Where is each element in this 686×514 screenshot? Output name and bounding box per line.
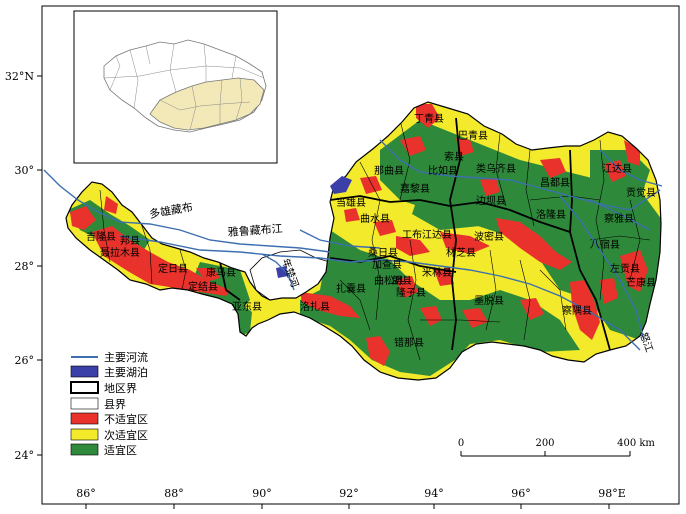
label-yadong: 亚东县 (232, 300, 262, 313)
river-nianchu (261, 253, 295, 291)
scale-label-200: 200 (535, 438, 554, 449)
label-bomi: 波密县 (474, 230, 504, 243)
lon-label-94: 94° (424, 487, 444, 500)
river-east2 (589, 199, 651, 231)
legend: 主要河流 主要湖泊 地区界 县界 不适宜区 次适宜区 适宜区 (70, 350, 148, 457)
label-basu: 巴青县 (458, 129, 488, 142)
label-dingri: 定日县 (158, 262, 188, 275)
label-bangxian: 邦县 (120, 234, 140, 247)
county-boundaries (99, 119, 651, 361)
scale-bar (460, 451, 631, 457)
label-langxian: 朗县 (392, 275, 412, 287)
label-nielamu: 聂拉木县 (100, 246, 140, 259)
scale-label-0: 0 (458, 438, 464, 449)
district-boundaries (219, 117, 611, 351)
legend-subsuitable-label: 次适宜区 (104, 428, 148, 442)
legend-subsuitable-swatch (70, 428, 99, 441)
label-bianba: 边坝县 (476, 195, 506, 207)
inset-map (73, 10, 278, 164)
label-longzi: 隆子县 (396, 286, 426, 299)
river-duoxiong (43, 169, 331, 253)
label-linzhi: 林芝县 (446, 246, 476, 259)
river-north (379, 139, 661, 211)
lake-small (276, 266, 288, 278)
lon-label-88: 88° (164, 487, 184, 500)
label-biru: 比如县 (428, 164, 458, 177)
lat-label-30: 30° (15, 164, 35, 177)
lon-label-96: 96° (511, 487, 531, 500)
label-nierong: 那曲县 (374, 165, 404, 177)
lat-label-24: 24° (15, 449, 35, 462)
label-jiacha: 加查县 (372, 258, 402, 271)
label-jiali: 嘉黎县 (400, 182, 430, 195)
label-chayu: 察隅县 (562, 304, 592, 317)
lon-label-90: 90° (252, 487, 272, 500)
inset-study-area (149, 77, 265, 131)
legend-suitable-label: 适宜区 (104, 443, 137, 457)
label-gongjue: 贡觉县 (626, 187, 656, 199)
label-gongbujiangda: 工布江达县 (402, 229, 452, 241)
rivers (43, 139, 663, 351)
label-zhanang: 扎囊县 (336, 282, 366, 295)
label-changdu: 昌都县 (540, 177, 570, 189)
label-qushui: 曲水县 (360, 213, 390, 225)
legend-county-label: 县界 (104, 398, 126, 411)
unsuitable-zones (70, 104, 648, 366)
study-region (65, 101, 662, 381)
inset-internal-lines (103, 43, 265, 131)
label-jilong: 吉隆县 (86, 230, 116, 243)
label-qusong: 曲松县 (374, 274, 404, 287)
legend-lake-swatch (70, 365, 99, 378)
river-nujiang (559, 195, 645, 341)
label-dangxiong: 当雄县 (336, 196, 366, 209)
lat-label-28: 28° (15, 260, 35, 273)
scale-label-400: 400 km (617, 438, 655, 449)
lon-label-86: 86° (76, 487, 96, 500)
river-east1 (599, 149, 663, 187)
label-milin: 米林县 (422, 266, 452, 279)
label-leiwuqi: 类乌齐县 (476, 162, 516, 175)
label-jiangda: 江达县 (602, 163, 632, 175)
label-zuogong: 左贡县 (610, 262, 640, 275)
legend-district-swatch (70, 381, 99, 394)
legend-unsuitable-swatch (70, 412, 99, 425)
legend-county-swatch (70, 397, 99, 410)
lon-label-92: 92° (339, 487, 359, 500)
legend-river-label: 主要河流 (104, 350, 148, 364)
river-lhasa (299, 229, 381, 249)
legend-district-label: 地区界 (104, 382, 137, 395)
label-basu2: 八宿县 (590, 238, 620, 251)
legend-suitable-swatch (70, 443, 99, 456)
label-cuona: 错那县 (394, 336, 424, 349)
label-luolong: 洛隆县 (536, 208, 566, 221)
legend-lake-label: 主要湖泊 (104, 366, 148, 379)
lon-label-98: 98°E (598, 487, 626, 500)
label-chaya: 察雅县 (604, 212, 634, 225)
label-sangri: 桑日县 (368, 247, 398, 259)
axis-ticks (37, 75, 610, 509)
lake-namco (330, 176, 352, 194)
label-dingqing: 丁青县 (414, 112, 444, 125)
lat-label-26: 26° (15, 354, 35, 367)
lat-label-32: 32°N (5, 70, 34, 83)
label-kangma: 康马县 (206, 266, 236, 279)
label-motuo: 墨脱县 (474, 294, 504, 307)
legend-unsuitable-label: 不适宜区 (104, 412, 148, 426)
river-label-yarlung: 雅鲁藏布江 (227, 221, 283, 239)
label-suoxian: 索县 (444, 150, 464, 163)
river-yarlung (119, 235, 641, 351)
label-luozha: 洛扎县 (300, 300, 330, 313)
label-dingjie: 定结县 (188, 280, 218, 293)
label-mangkang: 芒康县 (626, 276, 656, 289)
